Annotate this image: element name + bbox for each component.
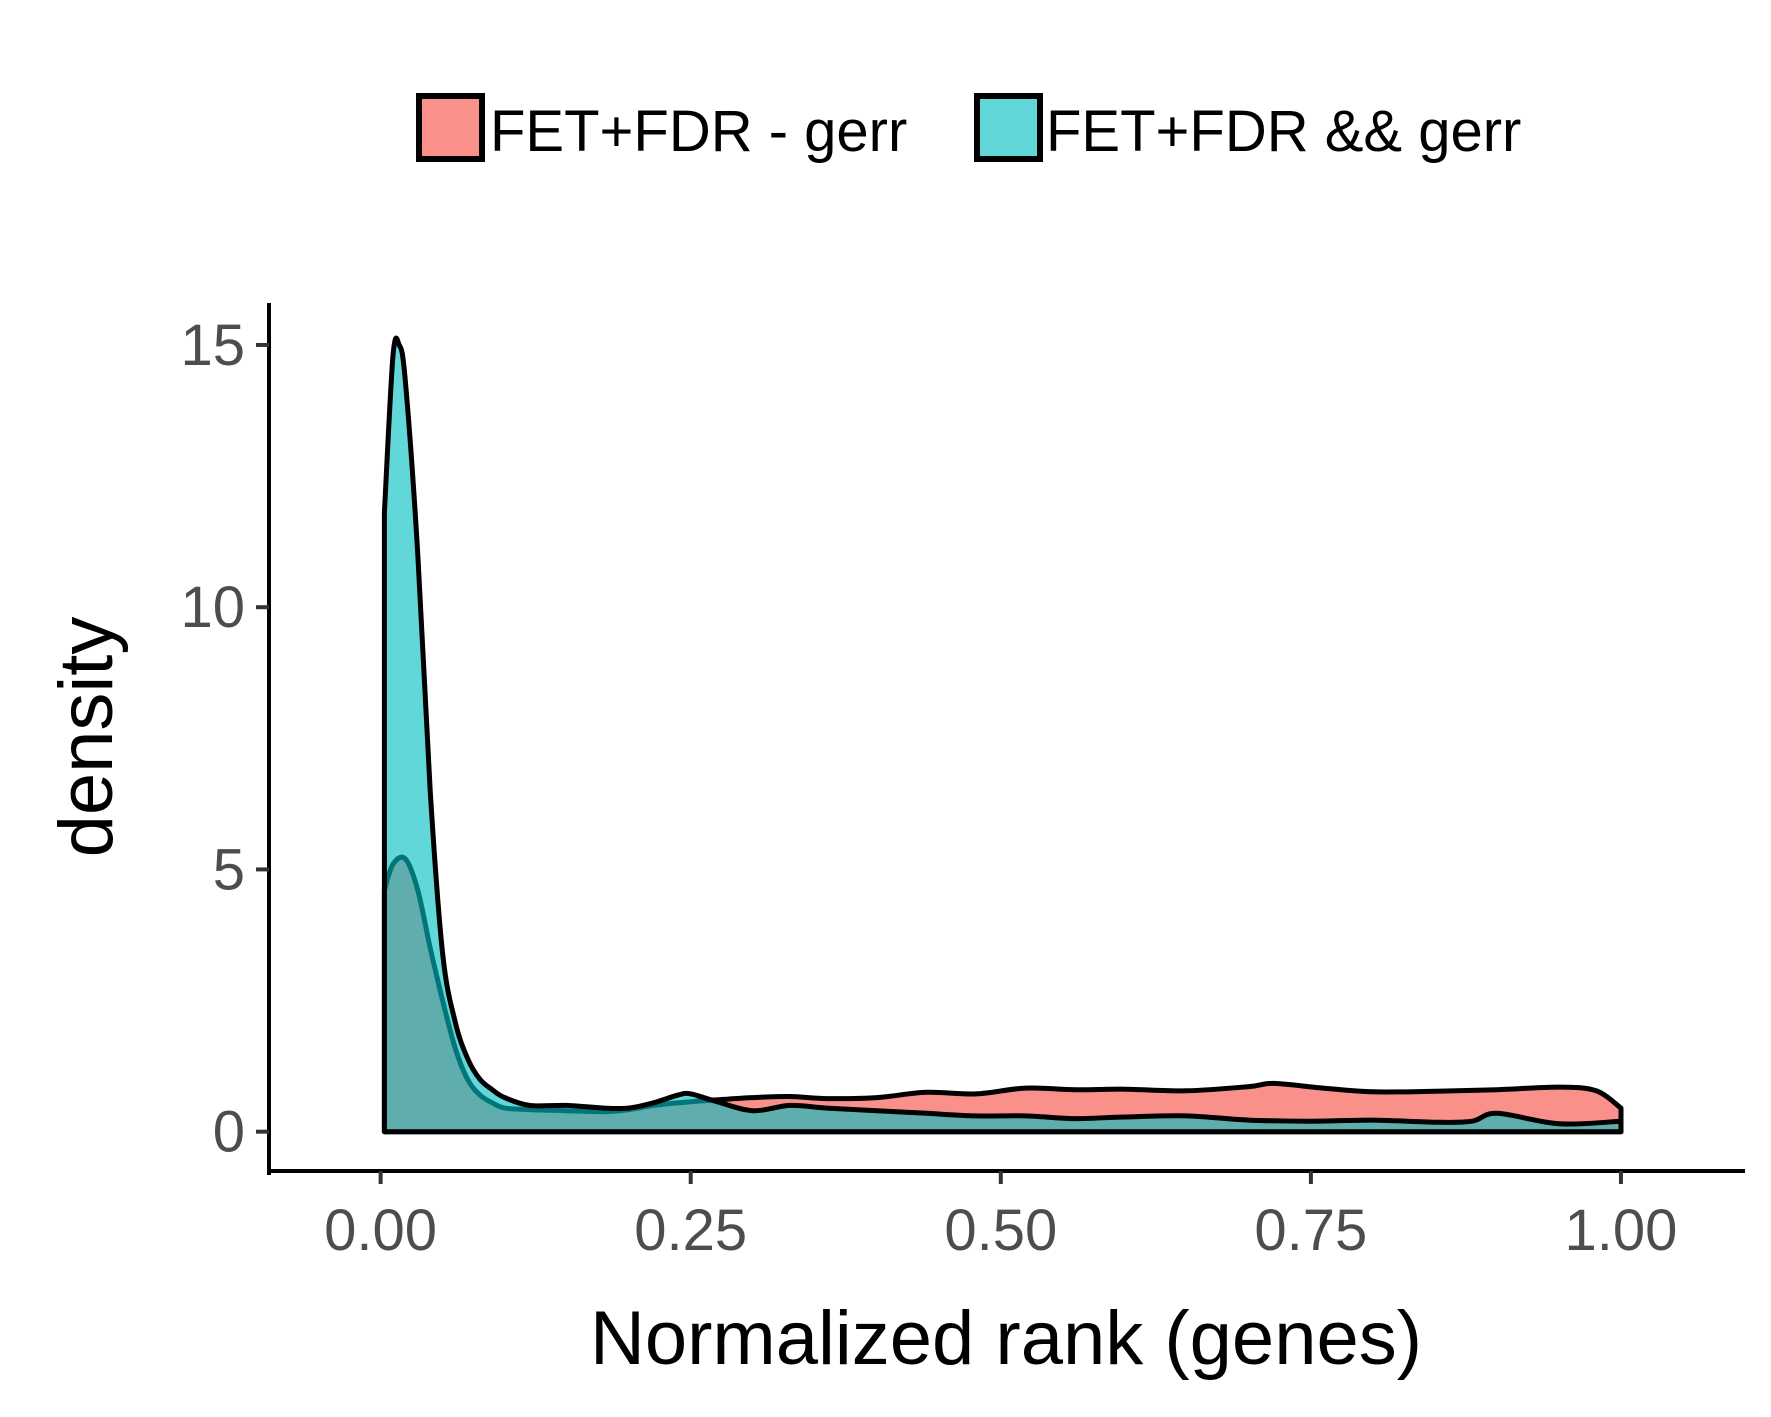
legend-label-series-2: FET+FDR && gerr — [1046, 99, 1521, 164]
y-axis-title: density — [44, 617, 129, 858]
y-tick-label: 5 — [213, 837, 245, 902]
y-tick-label: 15 — [180, 313, 245, 378]
density-area-series-2 — [381, 335, 1624, 1135]
y-axis-ticks: 0 5 10 15 — [180, 313, 269, 1165]
density-area-series-1 — [381, 854, 1624, 1135]
x-tick-label: 0.00 — [324, 1198, 437, 1263]
x-tick-label: 0.50 — [944, 1198, 1057, 1263]
x-axis-title: Normalized rank (genes) — [590, 1296, 1422, 1381]
legend-key-series-1 — [416, 93, 485, 162]
plot-area — [381, 335, 1624, 1135]
x-tick-label: 0.25 — [634, 1198, 747, 1263]
legend: FET+FDR - gerr FET+FDR && gerr — [416, 93, 1521, 164]
x-tick-label: 0.75 — [1254, 1198, 1367, 1263]
y-tick-label: 0 — [213, 1100, 245, 1165]
x-tick-label: 1.00 — [1565, 1198, 1678, 1263]
y-tick-label: 10 — [180, 575, 245, 640]
legend-label-series-1: FET+FDR - gerr — [490, 99, 907, 164]
legend-key-series-2 — [974, 93, 1043, 162]
x-axis-ticks: 0.00 0.25 0.50 0.75 1.00 — [324, 1171, 1677, 1263]
